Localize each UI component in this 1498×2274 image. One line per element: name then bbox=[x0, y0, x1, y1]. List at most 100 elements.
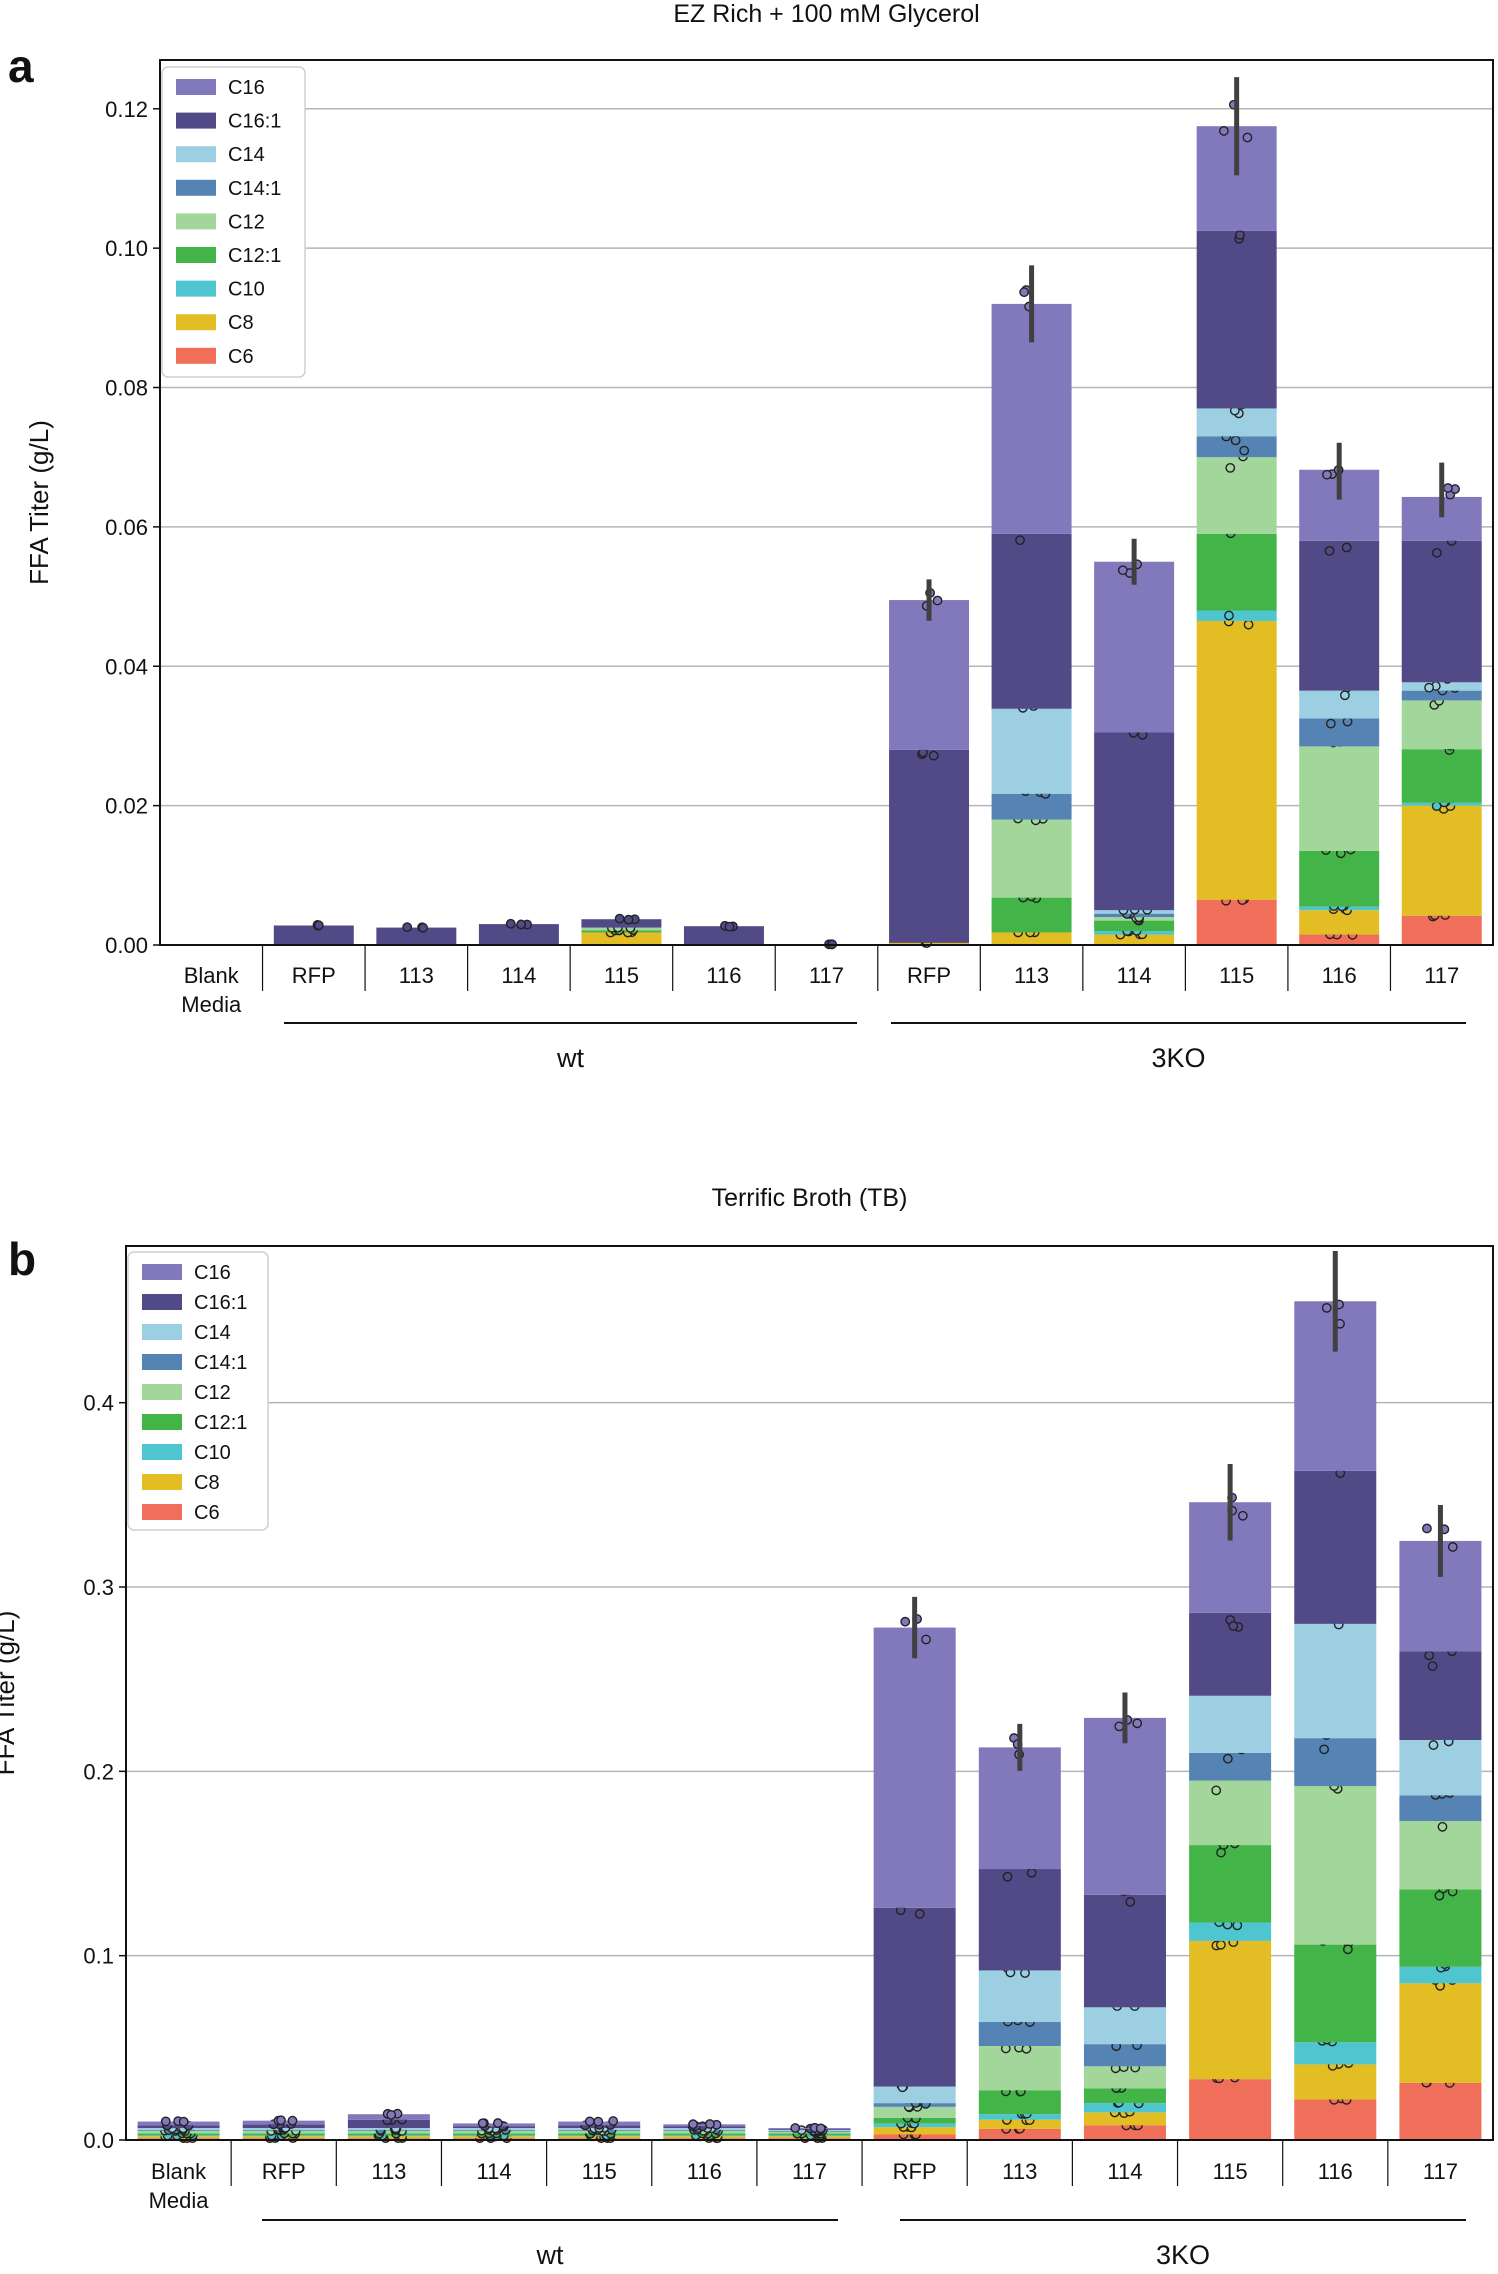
bar-segment-c16-1[interactable] bbox=[453, 2126, 536, 2129]
bar-segment-c12-1[interactable] bbox=[1299, 850, 1380, 907]
bar-segment-c12-1[interactable] bbox=[978, 2090, 1061, 2115]
bar-segment-c8[interactable] bbox=[1299, 910, 1380, 935]
bar-segment-c14[interactable] bbox=[1294, 1623, 1377, 1739]
bar-segment-c16-1[interactable] bbox=[1094, 732, 1175, 911]
bar-segment-c14[interactable] bbox=[347, 2128, 430, 2130]
bar-segment-c10[interactable] bbox=[1189, 1922, 1272, 1941]
bar-segment-c6[interactable] bbox=[1299, 934, 1380, 945]
bar-stack-4[interactable] bbox=[581, 913, 662, 945]
bar-segment-c12[interactable] bbox=[1294, 1786, 1377, 1945]
bar-segment-c12-1[interactable] bbox=[1399, 1889, 1482, 1967]
bar-segment-c16-1[interactable] bbox=[273, 925, 354, 945]
bar-segment-c12[interactable] bbox=[978, 2045, 1061, 2091]
bar-segment-c16-1[interactable] bbox=[1196, 230, 1277, 409]
bar-stack-11[interactable] bbox=[1299, 442, 1380, 945]
bar-stack-11[interactable] bbox=[1294, 1250, 1377, 2140]
bar-segment-c16-1[interactable] bbox=[873, 1907, 956, 2087]
bar-stack-8[interactable] bbox=[978, 1723, 1061, 2140]
bar-stack-5[interactable] bbox=[683, 920, 764, 945]
bar-segment-c10[interactable] bbox=[558, 2135, 641, 2137]
bar-segment-c16-1[interactable] bbox=[581, 919, 662, 928]
bar-segment-c6[interactable] bbox=[1196, 899, 1277, 945]
bar-segment-c14-1[interactable] bbox=[1299, 718, 1380, 747]
bar-segment-c16-1[interactable] bbox=[376, 927, 457, 945]
bar-segment-c16-1[interactable] bbox=[1299, 540, 1380, 691]
bar-segment-c14[interactable] bbox=[978, 1970, 1061, 2023]
bar-stack-4[interactable] bbox=[558, 2116, 641, 2144]
bar-segment-c14-1[interactable] bbox=[1401, 690, 1482, 701]
bar-segment-c16-1[interactable] bbox=[991, 533, 1072, 709]
bar-segment-c6[interactable] bbox=[1399, 2082, 1482, 2140]
bar-segment-c8[interactable] bbox=[1094, 934, 1175, 945]
bar-segment-c14-1[interactable] bbox=[1399, 1795, 1482, 1822]
bar-segment-c8[interactable] bbox=[1399, 1983, 1482, 2083]
bar-segment-c14[interactable] bbox=[1399, 1740, 1482, 1796]
bar-segment-c6[interactable] bbox=[1189, 2079, 1272, 2140]
bar-segment-c12[interactable] bbox=[1083, 2066, 1166, 2089]
bar-segment-c10[interactable] bbox=[1083, 2103, 1166, 2113]
bar-segment-c12[interactable] bbox=[873, 2106, 956, 2118]
bar-segment-c10[interactable] bbox=[1399, 1966, 1482, 1984]
bar-segment-c12[interactable] bbox=[347, 2130, 430, 2134]
bar-segment-c12[interactable] bbox=[991, 819, 1072, 898]
bar-segment-c14[interactable] bbox=[1401, 682, 1482, 691]
bar-segment-c14[interactable] bbox=[1083, 2007, 1166, 2045]
bar-segment-c6[interactable] bbox=[978, 2128, 1061, 2140]
bar-segment-c16-1[interactable] bbox=[137, 2125, 220, 2129]
bar-segment-c16[interactable] bbox=[1083, 1717, 1166, 1895]
bar-stack-7[interactable] bbox=[889, 579, 970, 948]
bar-stack-12[interactable] bbox=[1401, 462, 1482, 945]
bar-segment-c8[interactable] bbox=[1189, 1940, 1272, 2080]
bar-segment-c12[interactable] bbox=[1401, 700, 1482, 750]
bar-segment-c6[interactable] bbox=[1294, 2099, 1377, 2140]
bar-segment-c12-1[interactable] bbox=[1189, 1845, 1272, 1923]
bar-stack-2[interactable] bbox=[376, 922, 457, 945]
bar-segment-c14-1[interactable] bbox=[347, 2129, 430, 2131]
bar-stack-12[interactable] bbox=[1399, 1504, 1482, 2140]
bar-stack-2[interactable] bbox=[347, 2108, 430, 2144]
bar-segment-c10[interactable] bbox=[1294, 2042, 1377, 2065]
bar-segment-c16[interactable] bbox=[873, 1627, 956, 1908]
bar-segment-c16-1[interactable] bbox=[1399, 1651, 1482, 1741]
bar-stack-3[interactable] bbox=[478, 918, 559, 945]
bar-segment-c12-1[interactable] bbox=[1401, 749, 1482, 803]
bar-segment-c16-1[interactable] bbox=[1083, 1894, 1166, 2008]
bar-segment-c14-1[interactable] bbox=[978, 2022, 1061, 2046]
bar-segment-c12[interactable] bbox=[1399, 1821, 1482, 1890]
bar-segment-c14[interactable] bbox=[873, 2086, 956, 2104]
bar-stack-1[interactable] bbox=[242, 2115, 325, 2144]
bar-segment-c14[interactable] bbox=[1299, 690, 1380, 719]
bar-segment-c12-1[interactable] bbox=[1083, 2088, 1166, 2104]
bar-segment-c8[interactable] bbox=[978, 2119, 1061, 2129]
bar-segment-c12-1[interactable] bbox=[991, 897, 1072, 933]
bar-segment-c16-1[interactable] bbox=[1294, 1470, 1377, 1624]
bar-segment-c6[interactable] bbox=[1083, 2125, 1166, 2140]
bar-segment-c6[interactable] bbox=[1401, 915, 1482, 945]
bar-segment-c16-1[interactable] bbox=[889, 749, 970, 943]
bar-segment-c8[interactable] bbox=[1196, 620, 1277, 900]
bar-segment-c8[interactable] bbox=[1294, 2064, 1377, 2100]
bar-segment-c16-1[interactable] bbox=[478, 924, 559, 945]
bar-stack-8[interactable] bbox=[991, 265, 1072, 945]
bar-stack-10[interactable] bbox=[1196, 77, 1277, 945]
bar-segment-c12-1[interactable] bbox=[1294, 1944, 1377, 2043]
bar-segment-c12-1[interactable] bbox=[768, 2133, 851, 2136]
bar-segment-c16-1[interactable] bbox=[683, 926, 764, 945]
bar-segment-c16[interactable] bbox=[663, 2124, 746, 2127]
bar-stack-3[interactable] bbox=[453, 2118, 536, 2144]
bar-stack-0[interactable] bbox=[137, 2116, 220, 2144]
bar-segment-c12-1[interactable] bbox=[1196, 533, 1277, 611]
bar-segment-c14[interactable] bbox=[1189, 1695, 1272, 1753]
bar-stack-1[interactable] bbox=[273, 920, 354, 945]
bar-segment-c8[interactable] bbox=[991, 932, 1072, 945]
bar-segment-c10[interactable] bbox=[347, 2135, 430, 2137]
bar-segment-c12-1[interactable] bbox=[1094, 920, 1175, 932]
bar-segment-c14-1[interactable] bbox=[1196, 436, 1277, 458]
bar-stack-9[interactable] bbox=[1094, 538, 1175, 945]
bar-segment-c14[interactable] bbox=[991, 708, 1072, 794]
bar-segment-c8[interactable] bbox=[1401, 805, 1482, 916]
bar-segment-c16-1[interactable] bbox=[1401, 540, 1482, 683]
bar-segment-c12[interactable] bbox=[1299, 746, 1380, 851]
bar-segment-c10[interactable] bbox=[1196, 610, 1277, 621]
bar-stack-10[interactable] bbox=[1189, 1463, 1272, 2140]
